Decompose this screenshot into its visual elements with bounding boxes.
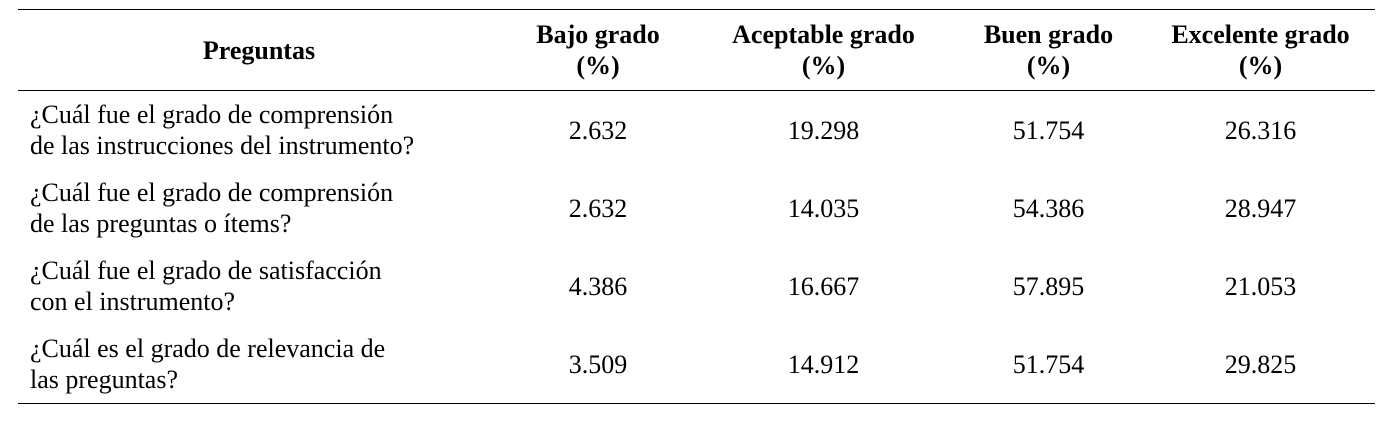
header-unit: (%) <box>1238 51 1283 80</box>
value-cell-bajo: 3.509 <box>568 349 628 379</box>
table-row: ¿Cuál fue el grado de satisfacción con e… <box>18 247 1375 325</box>
question-line: ¿Cuál fue el grado de comprensión <box>30 178 394 207</box>
value-cell-aceptable: 16.667 <box>787 271 860 301</box>
header-label: Excelente grado <box>1171 20 1350 49</box>
header-aceptable-grado: Aceptable grado (%) <box>696 10 951 91</box>
table-header-row: Preguntas Bajo grado (%) Aceptable grado… <box>18 9 1375 91</box>
header-bajo-grado: Bajo grado (%) <box>500 10 696 91</box>
question-line: las preguntas? <box>30 365 179 394</box>
question-line: con el instrumento? <box>30 287 236 316</box>
question-line: de las instrucciones del instrumento? <box>30 131 415 160</box>
header-unit: (%) <box>801 51 846 80</box>
header-preguntas: Preguntas <box>18 10 500 91</box>
header-label: Buen grado <box>983 20 1114 49</box>
header-excelente-grado: Excelente grado (%) <box>1146 10 1375 91</box>
question-cell: ¿Cuál fue el grado de satisfacción con e… <box>18 247 500 325</box>
question-line: ¿Cuál fue el grado de comprensión <box>30 100 394 129</box>
value-cell-aceptable: 14.035 <box>787 193 860 223</box>
value-cell-bajo: 2.632 <box>568 193 628 223</box>
question-line: de las preguntas o ítems? <box>30 209 292 238</box>
question-line: ¿Cuál fue el grado de satisfacción <box>30 256 382 285</box>
table-row: ¿Cuál es el grado de relevancia de las p… <box>18 325 1375 404</box>
results-table: Preguntas Bajo grado (%) Aceptable grado… <box>18 9 1375 404</box>
value-cell-buen: 57.895 <box>1012 271 1085 301</box>
value-cell-bajo: 2.632 <box>568 115 628 145</box>
value-cell-buen: 51.754 <box>1012 115 1085 145</box>
header-label: Preguntas <box>202 35 316 65</box>
question-cell: ¿Cuál es el grado de relevancia de las p… <box>18 325 500 404</box>
results-table-container: Preguntas Bajo grado (%) Aceptable grado… <box>18 9 1375 404</box>
header-buen-grado: Buen grado (%) <box>951 10 1146 91</box>
value-cell-excelente: 26.316 <box>1224 115 1297 145</box>
question-line: ¿Cuál es el grado de relevancia de <box>30 334 386 363</box>
value-cell-buen: 54.386 <box>1012 193 1085 223</box>
header-unit: (%) <box>1026 51 1071 80</box>
value-cell-buen: 51.754 <box>1012 349 1085 379</box>
table-row: ¿Cuál fue el grado de comprensión de las… <box>18 169 1375 247</box>
value-cell-excelente: 28.947 <box>1224 193 1297 223</box>
header-label: Aceptable grado <box>732 20 915 49</box>
question-cell: ¿Cuál fue el grado de comprensión de las… <box>18 91 500 170</box>
value-cell-bajo: 4.386 <box>568 271 628 301</box>
value-cell-excelente: 29.825 <box>1224 349 1297 379</box>
value-cell-aceptable: 14.912 <box>787 349 860 379</box>
question-cell: ¿Cuál fue el grado de comprensión de las… <box>18 169 500 247</box>
table-row: ¿Cuál fue el grado de comprensión de las… <box>18 91 1375 170</box>
value-cell-excelente: 21.053 <box>1224 271 1297 301</box>
value-cell-aceptable: 19.298 <box>787 115 860 145</box>
header-label: Bajo grado <box>536 20 660 49</box>
header-unit: (%) <box>576 51 620 80</box>
